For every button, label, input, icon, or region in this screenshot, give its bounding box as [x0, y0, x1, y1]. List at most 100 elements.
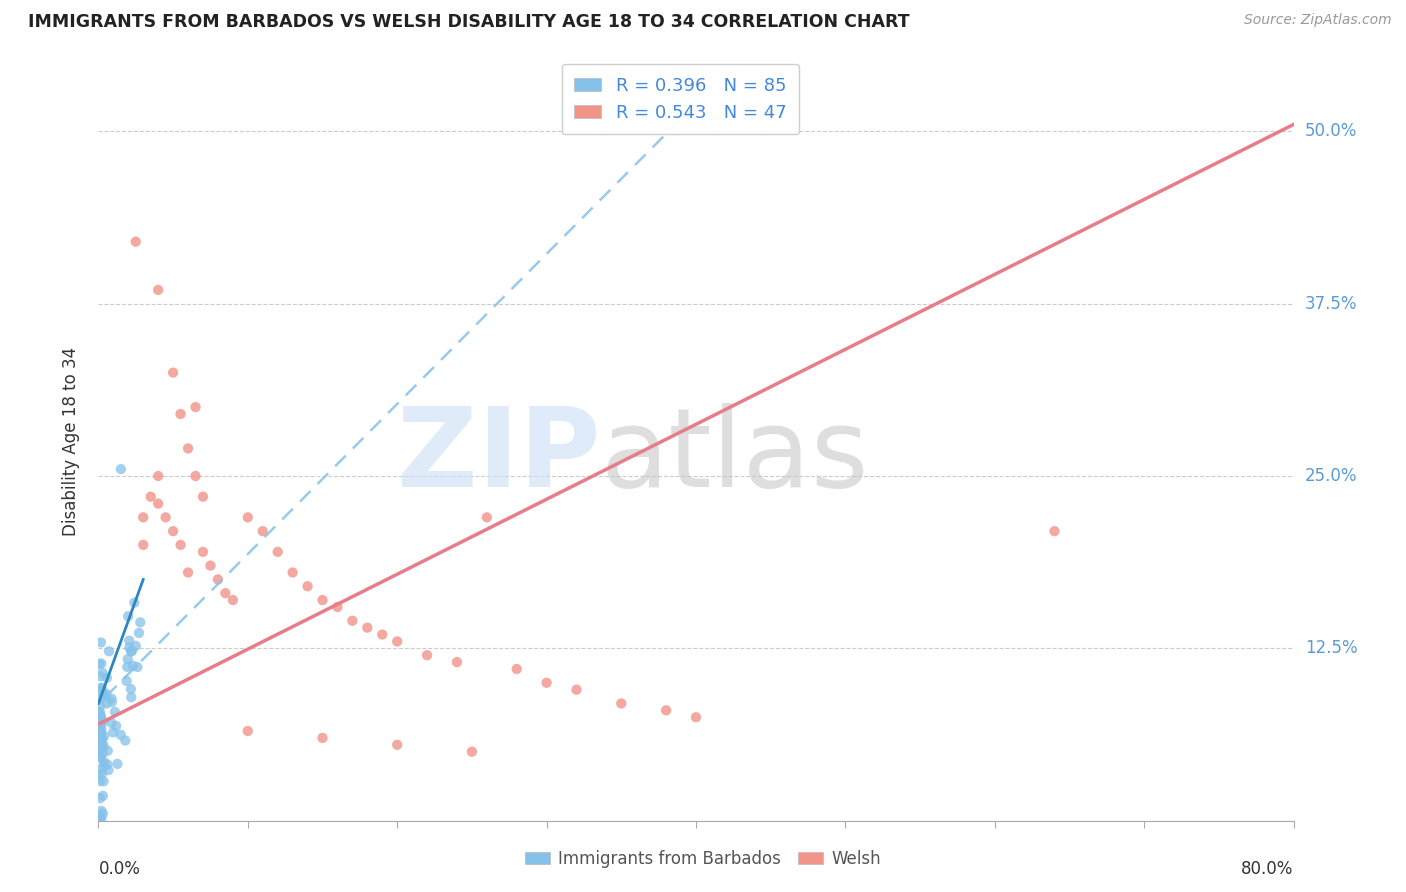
Point — [122, 658, 145, 673]
Point — [90, 635, 112, 649]
Point — [96, 697, 118, 711]
Point — [90, 751, 112, 765]
Point — [90, 715, 112, 730]
Point — [506, 662, 529, 676]
Point — [148, 283, 170, 297]
Text: 80.0%: 80.0% — [1241, 860, 1294, 878]
Point — [207, 573, 229, 587]
Point — [91, 746, 114, 760]
Point — [89, 710, 111, 724]
Point — [117, 652, 139, 666]
Point — [117, 609, 139, 624]
Point — [385, 634, 409, 648]
Point — [101, 725, 124, 739]
Point — [96, 687, 118, 701]
Point — [97, 744, 120, 758]
Point — [177, 442, 200, 456]
Point — [118, 640, 141, 655]
Point — [124, 596, 146, 610]
Point — [297, 579, 319, 593]
Point — [685, 710, 707, 724]
Point — [90, 681, 112, 695]
Point — [536, 675, 558, 690]
Point — [120, 690, 142, 705]
Point — [107, 756, 129, 771]
Point — [90, 736, 112, 750]
Point — [89, 809, 111, 823]
Point — [610, 697, 633, 711]
Point — [91, 714, 114, 729]
Point — [97, 763, 120, 777]
Point — [89, 739, 111, 754]
Point — [100, 691, 122, 706]
Point — [104, 705, 127, 719]
Point — [90, 749, 112, 764]
Point — [87, 706, 110, 720]
Point — [121, 644, 143, 658]
Point — [214, 586, 236, 600]
Point — [169, 407, 191, 421]
Point — [101, 695, 124, 709]
Point — [90, 710, 112, 724]
Point — [236, 510, 259, 524]
Point — [90, 709, 112, 723]
Point — [93, 759, 115, 773]
Point — [252, 524, 274, 538]
Point — [100, 715, 122, 730]
Point — [132, 538, 155, 552]
Text: 37.5%: 37.5% — [1305, 294, 1357, 313]
Point — [114, 733, 136, 747]
Point — [148, 497, 170, 511]
Point — [90, 723, 112, 737]
Text: atlas: atlas — [600, 403, 869, 510]
Point — [90, 681, 112, 695]
Text: ZIP: ZIP — [396, 403, 600, 510]
Point — [281, 566, 304, 580]
Point — [162, 524, 184, 538]
Point — [125, 639, 148, 653]
Point — [120, 644, 142, 658]
Point — [118, 633, 141, 648]
Point — [89, 773, 111, 788]
Point — [148, 469, 170, 483]
Point — [93, 739, 115, 753]
Point — [90, 683, 112, 698]
Point — [191, 490, 214, 504]
Point — [105, 719, 128, 733]
Point — [89, 705, 111, 719]
Point — [98, 644, 121, 658]
Point — [127, 660, 149, 674]
Point — [132, 510, 155, 524]
Point — [655, 703, 678, 717]
Point — [416, 648, 439, 663]
Point — [87, 725, 110, 739]
Point — [96, 671, 118, 685]
Point — [342, 614, 364, 628]
Point — [89, 657, 111, 671]
Y-axis label: Disability Age 18 to 34: Disability Age 18 to 34 — [62, 347, 80, 536]
Point — [169, 538, 191, 552]
Point — [356, 621, 378, 635]
Point — [371, 627, 394, 641]
Point — [461, 745, 484, 759]
Point — [311, 593, 333, 607]
Point — [90, 811, 112, 825]
Point — [222, 593, 245, 607]
Point — [90, 732, 112, 747]
Point — [385, 738, 409, 752]
Point — [93, 774, 115, 789]
Point — [93, 755, 115, 769]
Point — [89, 741, 111, 756]
Point — [184, 469, 207, 483]
Text: 50.0%: 50.0% — [1305, 122, 1357, 140]
Point — [89, 692, 111, 706]
Point — [91, 665, 114, 680]
Point — [155, 510, 177, 524]
Point — [311, 731, 333, 745]
Text: Source: ZipAtlas.com: Source: ZipAtlas.com — [1244, 13, 1392, 28]
Point — [129, 615, 152, 630]
Point — [267, 545, 290, 559]
Point — [90, 657, 112, 671]
Legend: Immigrants from Barbados, Welsh: Immigrants from Barbados, Welsh — [519, 844, 887, 875]
Point — [89, 812, 111, 826]
